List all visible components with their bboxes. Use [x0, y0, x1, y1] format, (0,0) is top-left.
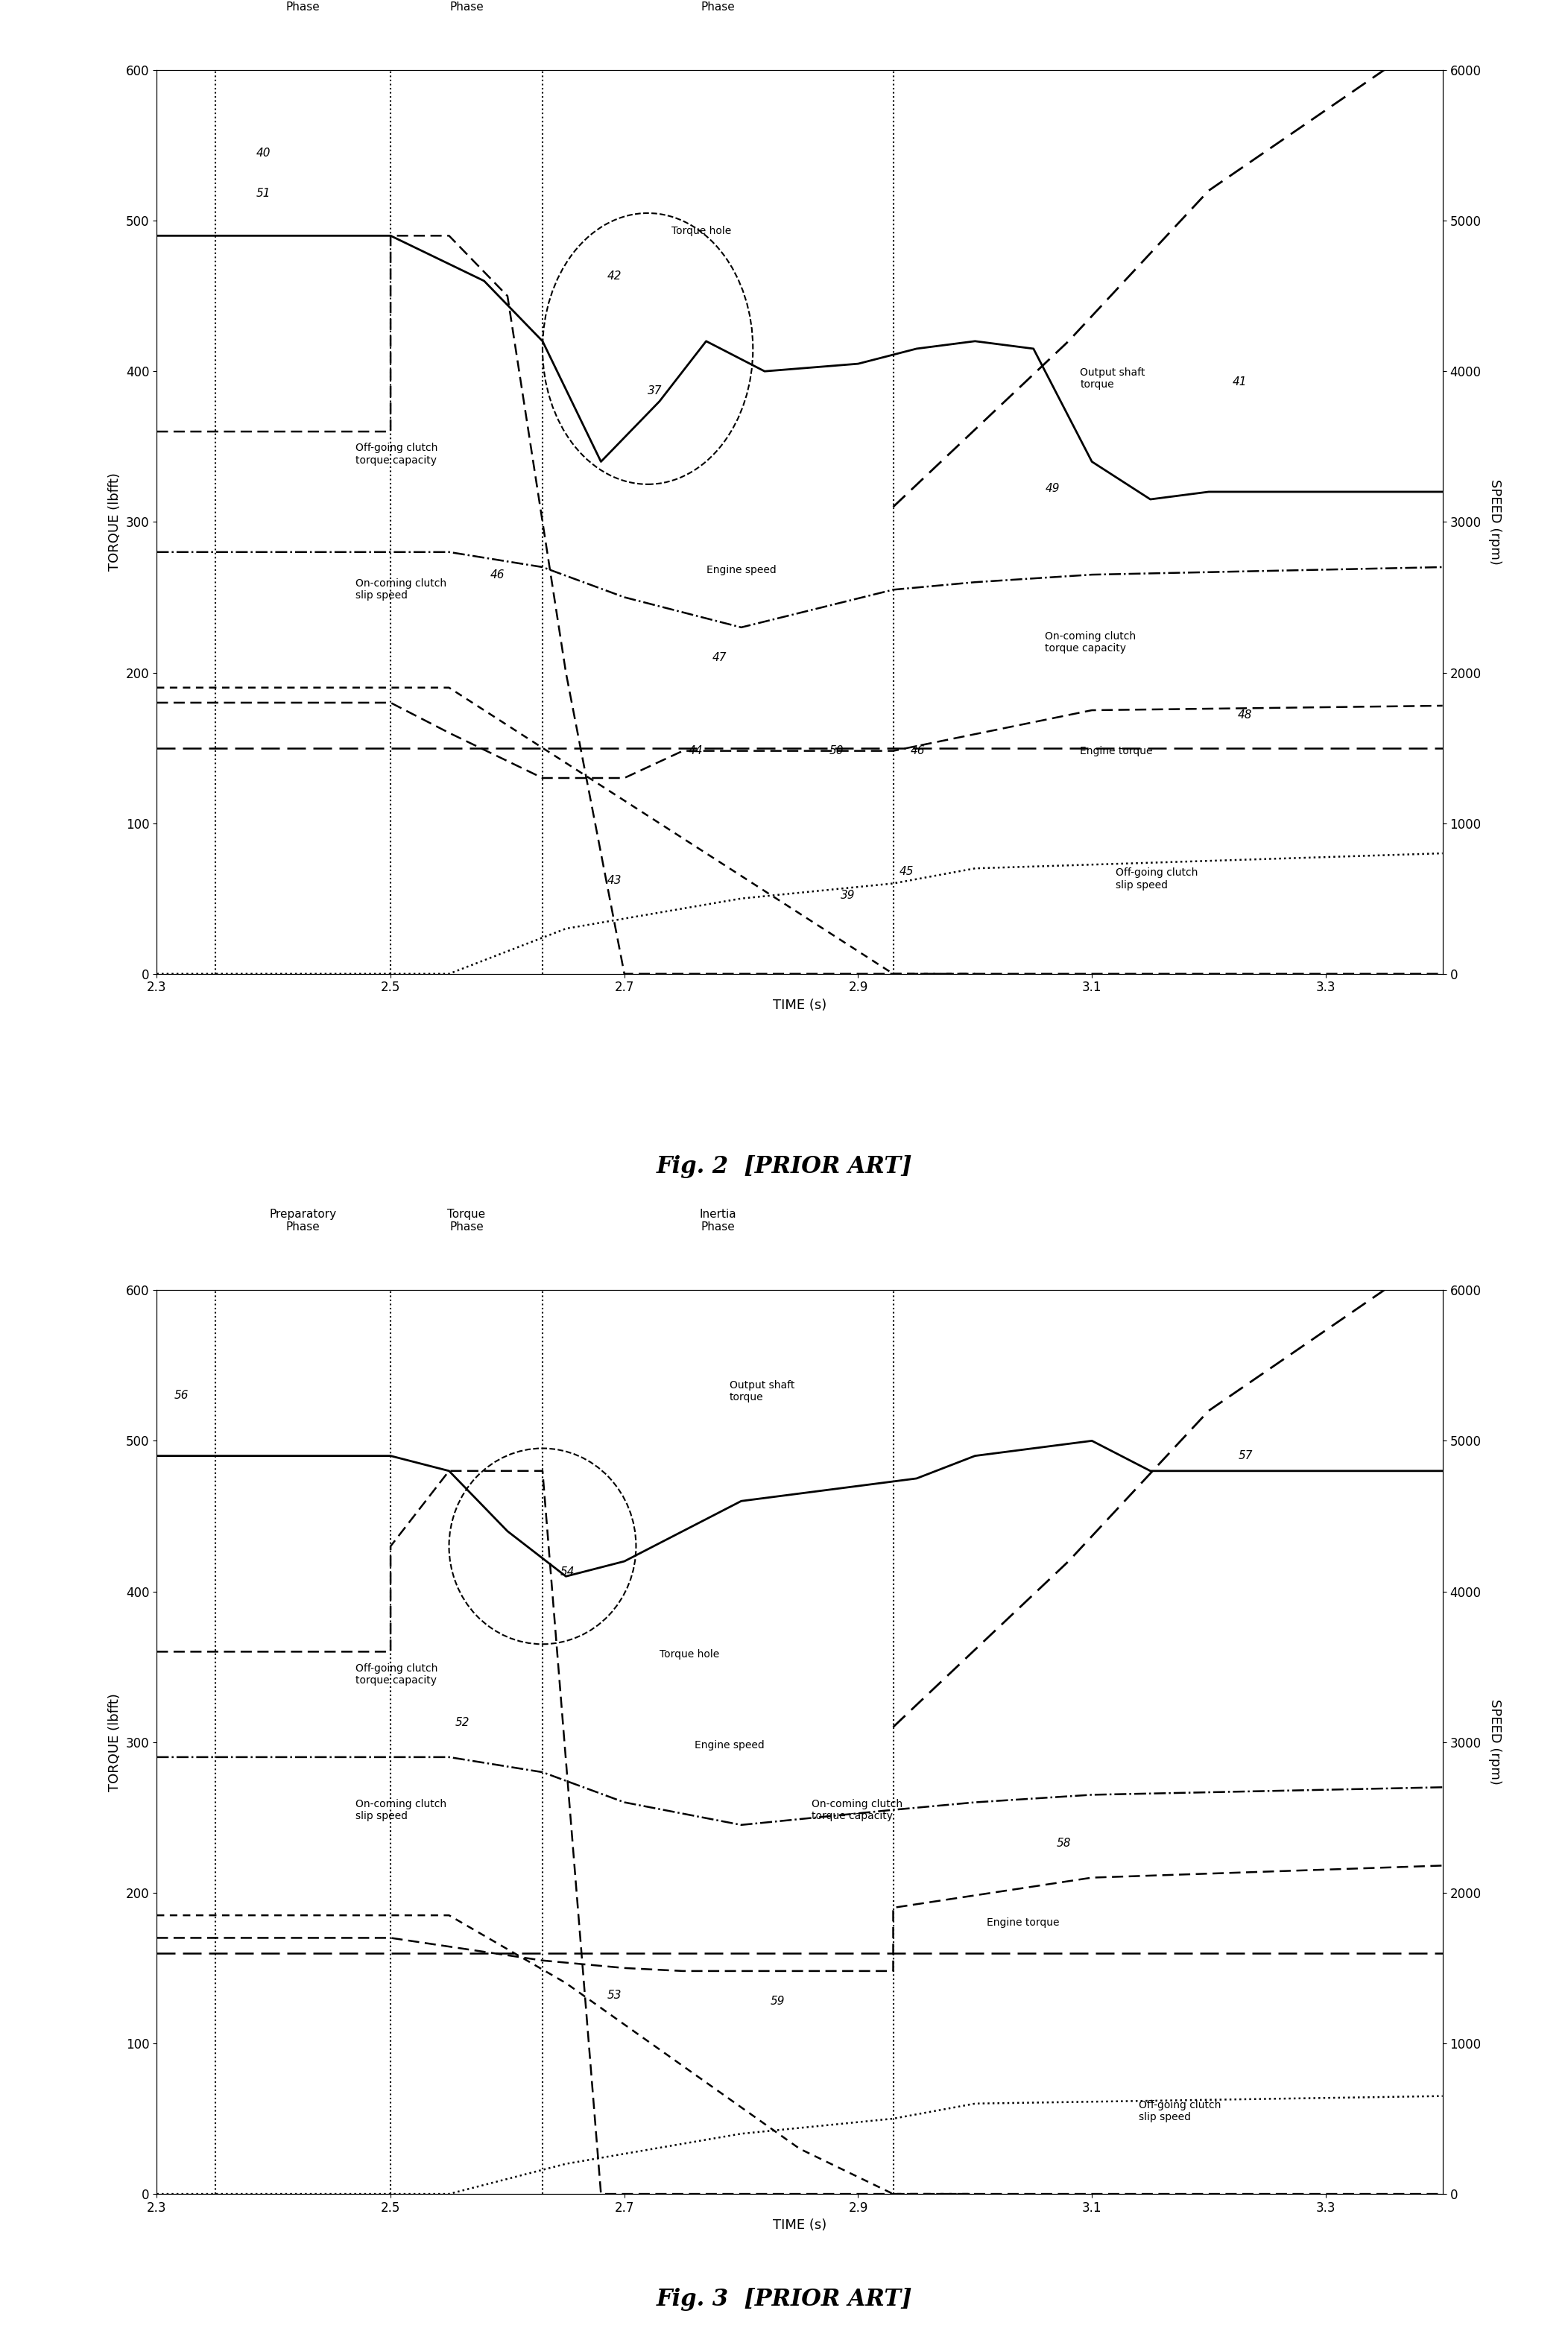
Text: 48: 48 [1239, 710, 1253, 721]
Text: On-coming clutch
torque capacity: On-coming clutch torque capacity [811, 1800, 902, 1821]
Text: 52: 52 [455, 1718, 469, 1727]
Text: Off-going clutch
torque capacity: Off-going clutch torque capacity [356, 443, 437, 464]
Y-axis label: TORQUE (lbfft): TORQUE (lbfft) [108, 474, 122, 572]
Text: 45: 45 [898, 866, 914, 878]
Text: 51: 51 [256, 189, 271, 198]
Text: 42: 42 [607, 271, 621, 282]
Text: Output shaft
torque: Output shaft torque [1080, 366, 1145, 390]
Text: 46: 46 [489, 569, 505, 581]
Text: 49: 49 [1046, 483, 1060, 495]
Text: 50: 50 [829, 745, 844, 756]
Text: Torque hole: Torque hole [671, 226, 731, 236]
Text: 53: 53 [607, 1989, 621, 2000]
Text: Off-going clutch
slip speed: Off-going clutch slip speed [1115, 868, 1198, 889]
Y-axis label: TORQUE (lbfft): TORQUE (lbfft) [108, 1692, 122, 1790]
Text: 59: 59 [770, 1996, 786, 2007]
Text: 40: 40 [256, 147, 271, 159]
Text: Off-going clutch
torque capacity: Off-going clutch torque capacity [356, 1664, 437, 1685]
X-axis label: TIME (s): TIME (s) [773, 2220, 826, 2231]
Text: Torque
Phase: Torque Phase [447, 1209, 486, 1232]
Text: Torque hole: Torque hole [660, 1650, 720, 1659]
Text: Preparatory
Phase: Preparatory Phase [270, 0, 337, 12]
Text: Output shaft
torque: Output shaft torque [729, 1379, 795, 1403]
Text: 44: 44 [688, 745, 702, 756]
Text: 41: 41 [1232, 376, 1247, 387]
Text: Engine speed: Engine speed [695, 1739, 764, 1750]
Text: Inertia
Phase: Inertia Phase [699, 1209, 737, 1232]
Text: Fig. 2  [PRIOR ART]: Fig. 2 [PRIOR ART] [655, 1155, 913, 1179]
Text: Torque
Phase: Torque Phase [447, 0, 486, 12]
Text: 54: 54 [560, 1566, 574, 1578]
Text: Engine torque: Engine torque [986, 1919, 1060, 1928]
Text: 43: 43 [607, 875, 621, 887]
Text: 46: 46 [911, 745, 925, 756]
Text: 37: 37 [648, 385, 662, 397]
Text: On-coming clutch
slip speed: On-coming clutch slip speed [356, 579, 447, 600]
Text: 57: 57 [1239, 1449, 1253, 1461]
Text: 39: 39 [840, 889, 855, 901]
Text: Preparatory
Phase: Preparatory Phase [270, 1209, 337, 1232]
Y-axis label: SPEED (rpm): SPEED (rpm) [1488, 1699, 1502, 1786]
Text: On-coming clutch
slip speed: On-coming clutch slip speed [356, 1800, 447, 1821]
Y-axis label: SPEED (rpm): SPEED (rpm) [1488, 478, 1502, 565]
Text: On-coming clutch
torque capacity: On-coming clutch torque capacity [1046, 630, 1137, 654]
Text: Off-going clutch
slip speed: Off-going clutch slip speed [1138, 2101, 1221, 2122]
Text: 47: 47 [712, 651, 726, 663]
Text: Engine torque: Engine torque [1080, 745, 1152, 756]
Text: Fig. 3  [PRIOR ART]: Fig. 3 [PRIOR ART] [655, 2287, 913, 2311]
Text: Engine speed: Engine speed [706, 565, 776, 576]
Text: 56: 56 [174, 1391, 188, 1400]
Text: 58: 58 [1057, 1837, 1071, 1849]
X-axis label: TIME (s): TIME (s) [773, 999, 826, 1013]
Text: Inertia
Phase: Inertia Phase [699, 0, 737, 12]
